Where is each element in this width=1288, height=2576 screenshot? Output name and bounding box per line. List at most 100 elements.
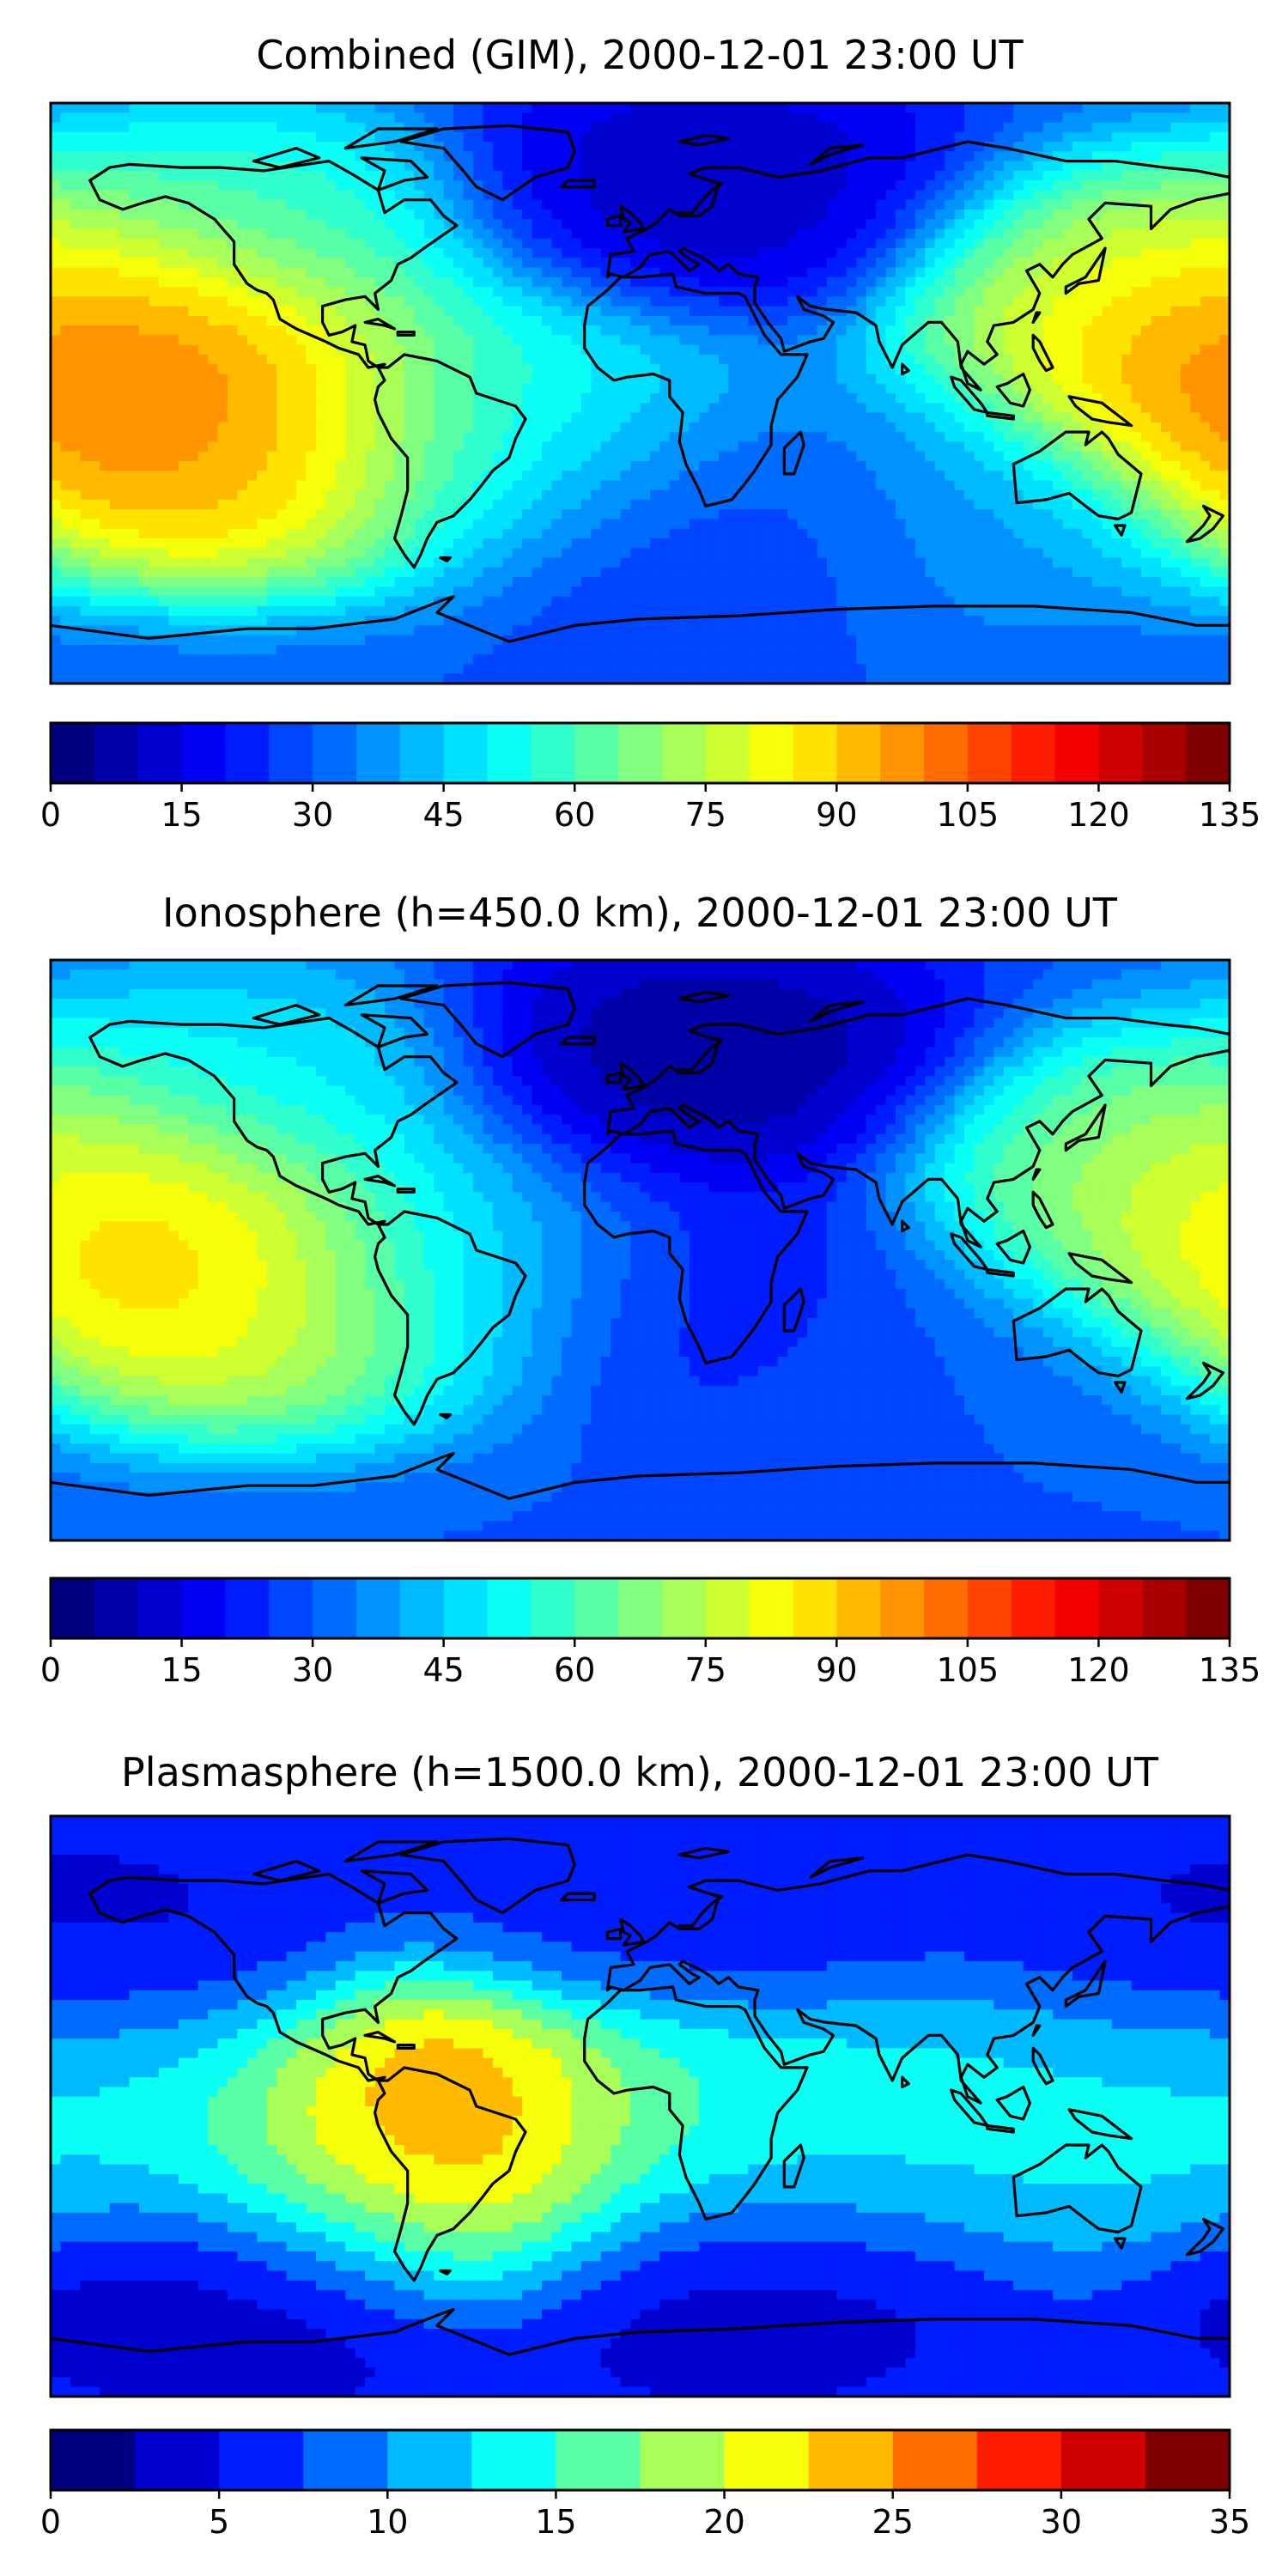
field-cell xyxy=(1082,161,1093,172)
field-cell xyxy=(178,325,189,336)
field-cell xyxy=(276,228,288,240)
field-cell xyxy=(286,451,297,462)
field-cell xyxy=(246,228,258,240)
field-cell xyxy=(345,238,356,249)
field-cell xyxy=(1121,112,1133,124)
field-cell xyxy=(925,287,936,297)
field-cell xyxy=(1180,287,1191,297)
field-cell xyxy=(561,335,573,346)
field-cell xyxy=(866,276,877,288)
field-cell xyxy=(708,103,720,113)
field-cell xyxy=(689,142,700,152)
field-cell xyxy=(856,344,867,355)
field-cell xyxy=(993,112,1005,124)
field-cell xyxy=(1151,306,1162,317)
field-cell xyxy=(463,499,474,510)
field-cell xyxy=(414,403,425,414)
field-cell xyxy=(846,412,857,423)
field-cell xyxy=(315,103,326,113)
field-cell xyxy=(679,161,690,172)
field-cell xyxy=(1082,199,1093,210)
field-cell xyxy=(532,112,543,124)
field-cell xyxy=(1190,170,1201,181)
field-cell xyxy=(689,489,700,501)
field-cell xyxy=(826,383,837,394)
field-cell xyxy=(266,131,277,143)
field-cell xyxy=(119,238,131,249)
field-cell xyxy=(964,122,975,133)
field-cell xyxy=(1091,209,1103,220)
field-cell xyxy=(404,374,415,385)
field-cell xyxy=(472,238,484,249)
field-cell xyxy=(483,238,494,249)
field-cell xyxy=(443,432,454,442)
field-cell xyxy=(954,441,965,453)
field-cell xyxy=(414,112,425,124)
field-cell xyxy=(257,276,268,288)
field-cell xyxy=(748,238,759,249)
field-cell xyxy=(227,383,238,394)
field-cell xyxy=(178,422,189,433)
field-cell xyxy=(757,296,769,307)
field-cell xyxy=(1082,112,1093,124)
field-cell xyxy=(306,489,317,501)
field-cell xyxy=(974,393,985,404)
field-cell xyxy=(719,209,730,220)
field-cell xyxy=(1053,296,1064,307)
field-cell xyxy=(168,122,179,133)
field-cell xyxy=(640,296,651,307)
field-cell xyxy=(129,122,140,133)
field-cell xyxy=(414,103,425,113)
field-cell xyxy=(649,258,660,269)
field-cell xyxy=(659,422,671,433)
field-cell xyxy=(286,103,297,113)
field-cell xyxy=(227,190,238,201)
field-cell xyxy=(227,248,238,258)
field-cell xyxy=(237,489,248,501)
field-cell xyxy=(983,219,994,230)
field-cell xyxy=(374,151,386,162)
field-cell xyxy=(502,325,513,336)
field-cell xyxy=(129,480,140,491)
field-cell xyxy=(1170,170,1182,181)
field-cell xyxy=(1170,403,1182,414)
field-cell xyxy=(1210,228,1221,240)
field-cell xyxy=(914,276,926,288)
field-cell xyxy=(983,131,994,143)
field-cell xyxy=(846,432,857,442)
field-cell xyxy=(1210,267,1221,278)
field-cell xyxy=(630,499,641,510)
field-cell xyxy=(315,267,326,278)
field-cell xyxy=(217,354,228,365)
field-cell xyxy=(197,354,209,365)
field-cell xyxy=(876,219,887,230)
field-cell xyxy=(1210,441,1221,453)
field-cell xyxy=(463,306,474,317)
field-cell xyxy=(365,103,376,113)
field-cell xyxy=(1062,451,1073,462)
field-cell xyxy=(423,103,434,113)
field-cell xyxy=(974,131,985,143)
field-cell xyxy=(246,471,258,481)
field-cell xyxy=(1091,190,1103,201)
field-cell xyxy=(934,412,945,423)
field-cell xyxy=(826,393,837,404)
field-cell xyxy=(1151,460,1162,471)
field-cell xyxy=(138,170,150,181)
field-cell xyxy=(149,489,160,501)
field-cell xyxy=(208,170,219,181)
field-cell xyxy=(954,422,965,433)
field-cell xyxy=(335,248,346,258)
field-cell xyxy=(522,489,533,501)
field-cell xyxy=(385,460,396,471)
field-cell xyxy=(679,374,690,385)
field-cell xyxy=(472,131,484,143)
field-cell xyxy=(1082,451,1093,462)
field-cell xyxy=(571,354,582,365)
field-cell xyxy=(807,258,818,269)
field-cell xyxy=(483,432,494,442)
field-cell xyxy=(60,199,71,210)
field-cell xyxy=(1190,190,1201,201)
field-cell xyxy=(217,471,228,481)
field-cell xyxy=(640,180,651,191)
